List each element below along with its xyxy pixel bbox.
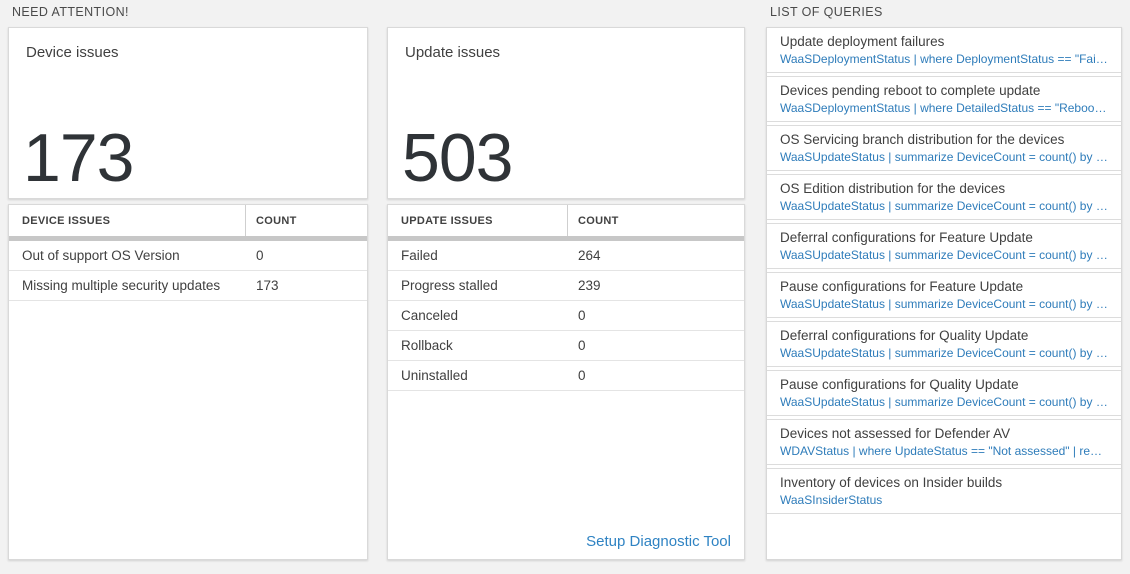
table-row[interactable]: Missing multiple security updates 173: [9, 271, 367, 301]
row-label: Failed: [401, 248, 438, 263]
row-label: Uninstalled: [401, 368, 468, 383]
query-list-item[interactable]: Inventory of devices on Insider builds W…: [767, 468, 1121, 514]
table-row[interactable]: Out of support OS Version 0: [9, 241, 367, 271]
query-list-item[interactable]: OS Servicing branch distribution for the…: [767, 125, 1121, 171]
device-issues-count: 173: [23, 120, 134, 196]
update-issues-table-header: UPDATE ISSUES COUNT: [388, 205, 744, 236]
query-list-item[interactable]: Devices pending reboot to complete updat…: [767, 76, 1121, 122]
row-count: 264: [578, 248, 601, 263]
query-title: OS Servicing branch distribution for the…: [780, 132, 1065, 147]
table-row[interactable]: Progress stalled 239: [388, 271, 744, 301]
table-row[interactable]: Rollback 0: [388, 331, 744, 361]
need-attention-heading: NEED ATTENTION!: [12, 5, 129, 19]
query-list-item[interactable]: OS Edition distribution for the devices …: [767, 174, 1121, 220]
update-issues-column: Update issues 503 UPDATE ISSUES COUNT Fa…: [387, 27, 745, 560]
query-title: Deferral configurations for Quality Upda…: [780, 328, 1029, 343]
query-title: Deferral configurations for Feature Upda…: [780, 230, 1033, 245]
row-count: 0: [578, 368, 586, 383]
query-title: Pause configurations for Quality Update: [780, 377, 1019, 392]
query-list-item[interactable]: Update deployment failures WaaSDeploymen…: [767, 28, 1121, 73]
table-row[interactable]: Uninstalled 0: [388, 361, 744, 391]
query-link[interactable]: WaaSUpdateStatus | summarize DeviceCount…: [780, 297, 1108, 311]
queries-panel: Update deployment failures WaaSDeploymen…: [766, 27, 1122, 560]
device-issues-table: DEVICE ISSUES COUNT Out of support OS Ve…: [8, 204, 368, 560]
setup-diagnostic-tool-link[interactable]: Setup Diagnostic Tool: [586, 533, 731, 550]
query-list-item[interactable]: Deferral configurations for Feature Upda…: [767, 223, 1121, 269]
query-link[interactable]: WaaSUpdateStatus | summarize DeviceCount…: [780, 395, 1108, 409]
row-label: Rollback: [401, 338, 453, 353]
query-link[interactable]: WaaSUpdateStatus | summarize DeviceCount…: [780, 346, 1108, 360]
count-column-header: COUNT: [256, 214, 297, 227]
row-count: 239: [578, 278, 601, 293]
table-row[interactable]: Canceled 0: [388, 301, 744, 331]
query-link[interactable]: WaaSInsiderStatus: [780, 493, 883, 507]
table-row[interactable]: Failed 264: [388, 241, 744, 271]
row-count: 173: [256, 278, 279, 293]
header-separator-bar: [9, 236, 367, 241]
query-link[interactable]: WaaSUpdateStatus | summarize DeviceCount…: [780, 248, 1108, 262]
row-label: Progress stalled: [401, 278, 498, 293]
query-link[interactable]: WaaSUpdateStatus | summarize DeviceCount…: [780, 150, 1108, 164]
device-issues-tile[interactable]: Device issues 173: [8, 27, 368, 199]
update-issues-table: UPDATE ISSUES COUNT Failed 264 Progress …: [387, 204, 745, 560]
query-link[interactable]: WaaSDeploymentStatus | where DeploymentS…: [780, 52, 1108, 66]
query-title: Devices not assessed for Defender AV: [780, 426, 1011, 441]
query-list-item[interactable]: Pause configurations for Feature Update …: [767, 272, 1121, 318]
query-title: Inventory of devices on Insider builds: [780, 475, 1003, 490]
header-separator-bar: [388, 236, 744, 241]
row-label: Out of support OS Version: [22, 248, 180, 263]
list-of-queries-heading: LIST OF QUERIES: [770, 5, 883, 19]
row-label: Canceled: [401, 308, 459, 323]
row-count: 0: [578, 338, 586, 353]
update-issues-title: Update issues: [405, 44, 501, 61]
query-list-item[interactable]: Deferral configurations for Quality Upda…: [767, 321, 1121, 367]
query-title: OS Edition distribution for the devices: [780, 181, 1006, 196]
query-list-item[interactable]: Devices not assessed for Defender AV WDA…: [767, 419, 1121, 465]
query-title: Pause configurations for Feature Update: [780, 279, 1024, 294]
query-link[interactable]: WDAVStatus | where UpdateStatus == "Not …: [780, 444, 1108, 458]
count-column-header: COUNT: [578, 214, 619, 227]
query-title: Update deployment failures: [780, 34, 945, 49]
update-issues-count: 503: [402, 120, 513, 196]
query-title: Devices pending reboot to complete updat…: [780, 83, 1041, 98]
update-issues-tile[interactable]: Update issues 503: [387, 27, 745, 199]
device-issues-table-header: DEVICE ISSUES COUNT: [9, 205, 367, 236]
row-count: 0: [578, 308, 586, 323]
row-count: 0: [256, 248, 264, 263]
query-list-item[interactable]: Pause configurations for Quality Update …: [767, 370, 1121, 416]
query-link[interactable]: WaaSUpdateStatus | summarize DeviceCount…: [780, 199, 1108, 213]
query-link[interactable]: WaaSDeploymentStatus | where DetailedSta…: [780, 101, 1108, 115]
row-label: Missing multiple security updates: [22, 278, 221, 293]
device-issues-column: Device issues 173 DEVICE ISSUES COUNT Ou…: [8, 27, 368, 560]
update-issues-column-header: UPDATE ISSUES: [388, 205, 568, 236]
device-issues-title: Device issues: [26, 44, 119, 61]
device-issues-column-header: DEVICE ISSUES: [9, 205, 246, 236]
